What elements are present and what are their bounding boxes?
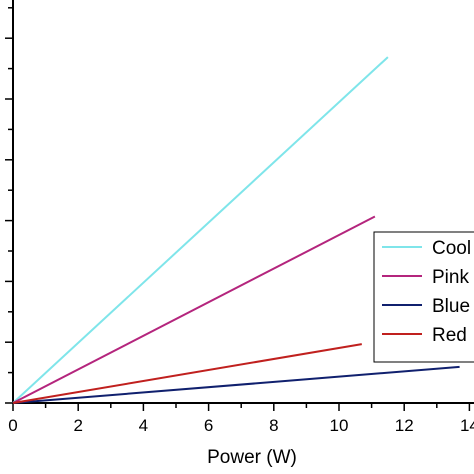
x-axis-tick-labels: 0 2 4 6 8 10 12 14	[8, 416, 474, 435]
series-line-cool	[12, 56, 389, 404]
series-line-pink	[12, 215, 376, 404]
x-axis-title: Power (W)	[207, 447, 297, 468]
x-axis-ticks	[12, 403, 471, 411]
legend-label-cool: Cool	[432, 238, 471, 259]
series-line-red	[12, 343, 362, 404]
x-tick-label: 6	[204, 416, 213, 435]
legend-label-red: Red	[432, 325, 467, 346]
x-tick-label: 0	[8, 416, 17, 435]
series-lines	[12, 56, 460, 404]
plot-frame	[12, 0, 474, 404]
x-tick-label: 4	[139, 416, 148, 435]
series-line-blue	[12, 365, 460, 404]
x-tick-label: 8	[269, 416, 278, 435]
x-tick-label: 12	[395, 416, 414, 435]
x-tick-label: 14	[460, 416, 474, 435]
legend: Cool Pink Blue Red	[373, 231, 474, 363]
legend-label-pink: Pink	[432, 267, 469, 288]
y-axis-ticks	[5, 7, 13, 404]
legend-label-blue: Blue	[432, 296, 470, 317]
x-tick-label: 2	[73, 416, 82, 435]
legend-box	[373, 231, 474, 363]
x-tick-label: 10	[330, 416, 349, 435]
